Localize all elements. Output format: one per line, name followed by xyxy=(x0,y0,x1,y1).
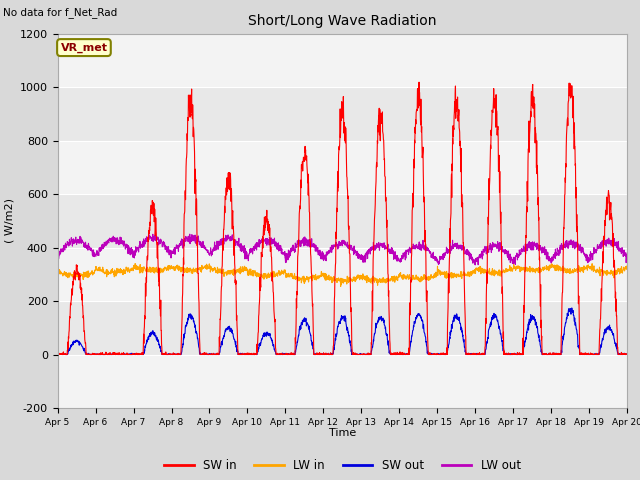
LW out xyxy=(359,260,367,265)
SW out xyxy=(54,351,61,357)
LW out xyxy=(509,261,516,266)
SW out xyxy=(623,352,631,358)
SW out xyxy=(213,352,221,358)
Line: SW in: SW in xyxy=(58,82,627,355)
LW in xyxy=(131,261,139,266)
LW out xyxy=(472,262,479,268)
SW out xyxy=(568,305,575,311)
Title: Short/Long Wave Radiation: Short/Long Wave Radiation xyxy=(248,14,436,28)
SW in xyxy=(54,352,61,358)
Bar xyxy=(58,141,627,194)
Text: No data for f_Net_Rad: No data for f_Net_Rad xyxy=(3,7,118,18)
SW out xyxy=(359,352,367,358)
SW out xyxy=(508,352,516,358)
LW in xyxy=(360,275,367,281)
SW out xyxy=(589,352,597,358)
LW in xyxy=(54,268,61,274)
SW in xyxy=(359,351,367,357)
LW in xyxy=(509,268,516,274)
LW in xyxy=(337,284,344,289)
SW in xyxy=(212,352,220,358)
Y-axis label: ( W/m2): ( W/m2) xyxy=(4,198,14,243)
LW out xyxy=(573,243,581,249)
LW in xyxy=(372,276,380,281)
Bar xyxy=(58,355,627,408)
SW in xyxy=(589,351,596,357)
LW in xyxy=(623,263,631,268)
LW in xyxy=(589,268,597,274)
SW out xyxy=(573,332,581,337)
Line: LW out: LW out xyxy=(58,234,627,265)
LW out xyxy=(213,243,221,249)
LW out xyxy=(54,256,61,262)
Bar xyxy=(58,34,627,87)
Line: LW in: LW in xyxy=(58,264,627,287)
LW out xyxy=(623,250,631,256)
SW in xyxy=(371,202,379,207)
X-axis label: Time: Time xyxy=(329,428,356,438)
Line: SW out: SW out xyxy=(58,308,627,355)
SW out xyxy=(372,325,380,331)
LW out xyxy=(589,251,597,257)
LW out xyxy=(372,242,380,248)
SW in xyxy=(623,352,631,358)
SW in xyxy=(573,229,581,235)
SW out xyxy=(56,352,64,358)
Text: VR_met: VR_met xyxy=(60,42,108,53)
Bar xyxy=(58,248,627,301)
Legend: SW in, LW in, SW out, LW out: SW in, LW in, SW out, LW out xyxy=(159,455,525,477)
LW in xyxy=(573,270,581,276)
LW out xyxy=(186,231,194,237)
LW in xyxy=(213,270,221,276)
SW in xyxy=(508,351,516,357)
SW in xyxy=(415,79,423,85)
